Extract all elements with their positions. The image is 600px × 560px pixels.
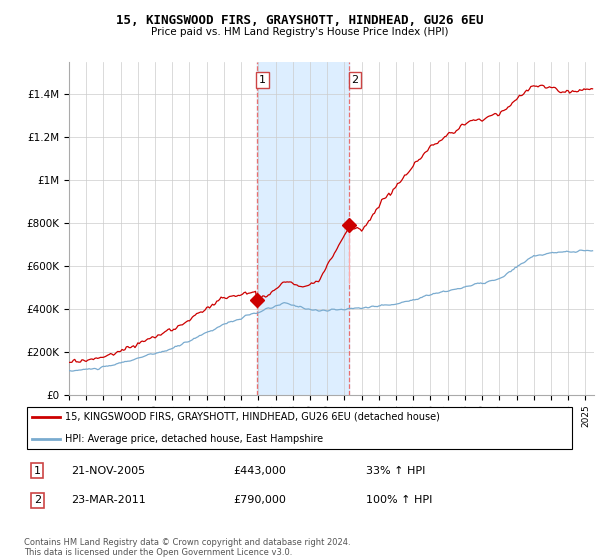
Text: 1: 1: [34, 465, 41, 475]
Text: HPI: Average price, detached house, East Hampshire: HPI: Average price, detached house, East…: [65, 434, 323, 444]
Text: 33% ↑ HPI: 33% ↑ HPI: [366, 465, 425, 475]
Text: Price paid vs. HM Land Registry's House Price Index (HPI): Price paid vs. HM Land Registry's House …: [151, 27, 449, 37]
Text: £443,000: £443,000: [234, 465, 287, 475]
Bar: [257, 62, 349, 395]
Text: 2: 2: [34, 495, 41, 505]
Text: 15, KINGSWOOD FIRS, GRAYSHOTT, HINDHEAD, GU26 6EU (detached house): 15, KINGSWOOD FIRS, GRAYSHOTT, HINDHEAD,…: [65, 412, 440, 422]
Text: 23-MAR-2011: 23-MAR-2011: [71, 495, 146, 505]
Text: £790,000: £790,000: [234, 495, 287, 505]
Text: 100% ↑ HPI: 100% ↑ HPI: [366, 495, 433, 505]
Text: 21-NOV-2005: 21-NOV-2005: [71, 465, 145, 475]
Text: 1: 1: [259, 75, 266, 85]
Text: 2: 2: [351, 75, 358, 85]
Text: 15, KINGSWOOD FIRS, GRAYSHOTT, HINDHEAD, GU26 6EU: 15, KINGSWOOD FIRS, GRAYSHOTT, HINDHEAD,…: [116, 14, 484, 27]
Text: Contains HM Land Registry data © Crown copyright and database right 2024.
This d: Contains HM Land Registry data © Crown c…: [24, 538, 350, 557]
FancyBboxPatch shape: [27, 407, 572, 449]
